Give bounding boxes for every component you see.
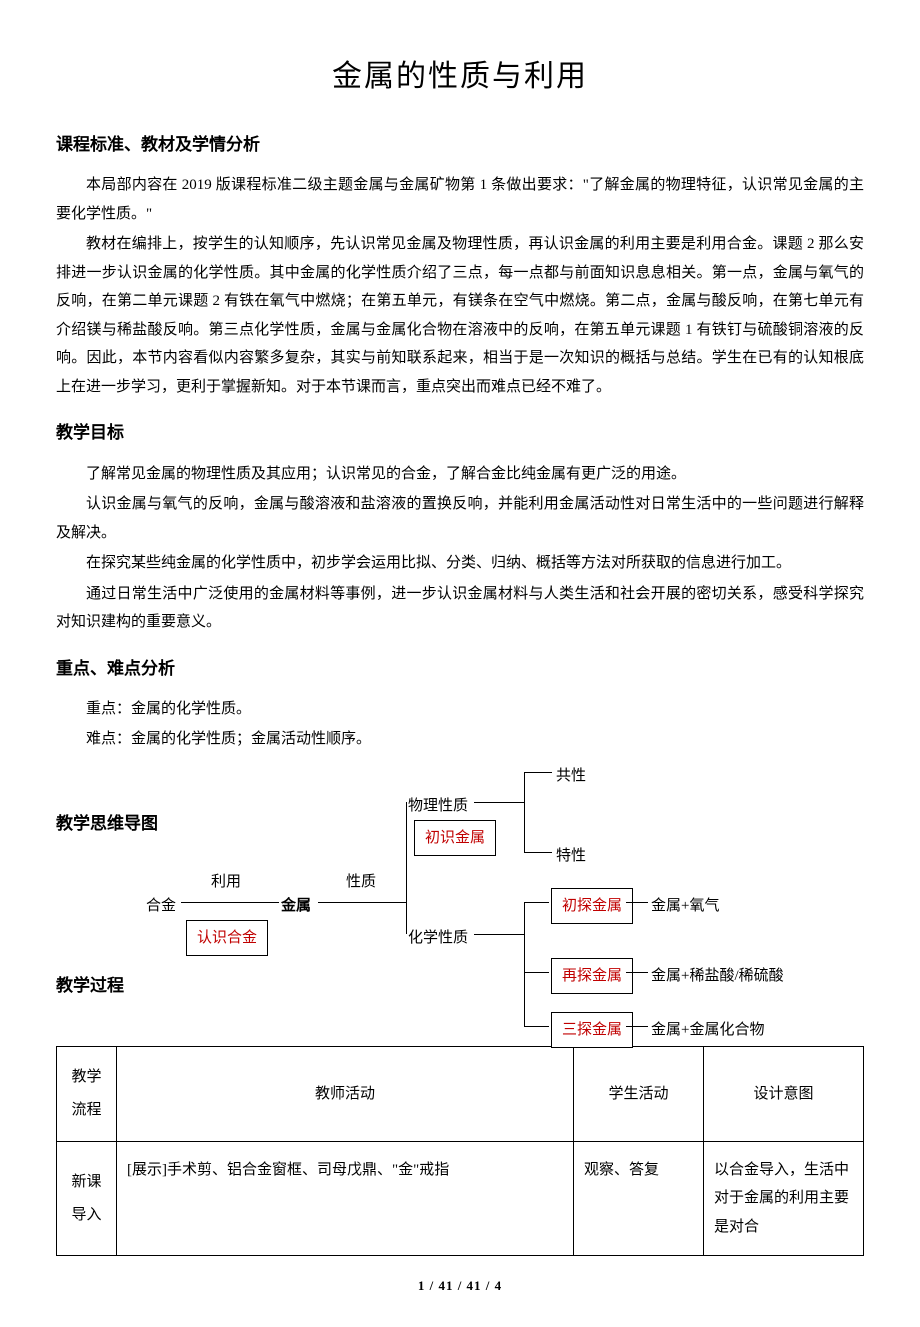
mindmap-diagram: 教学思维导图 教学过程 共性 物理性质 初识金属 特性 合金 利用 金属 性质 …: [56, 762, 864, 1042]
node-r3: 金属+金属化合物: [651, 1016, 764, 1045]
paragraph: 了解常见金属的物理性质及其应用；认识常见的合金，了解合金比纯金属有更广泛的用途。: [56, 460, 864, 489]
line: [524, 772, 552, 773]
section-heading-process: 教学过程: [56, 970, 124, 1002]
section-heading-standards: 课程标准、教材及学情分析: [56, 129, 864, 161]
process-table: 教学 流程 教师活动 学生活动 设计意图 新课 导入 [展示]手术剪、铝合金窗框…: [56, 1046, 864, 1257]
cell-text: 新课 导入: [71, 1174, 101, 1223]
cell-text: 学生活动: [608, 1086, 668, 1102]
paragraph: 本局部内容在 2019 版课程标准二级主题金属与金属矿物第 1 条做出要求："了…: [56, 171, 864, 228]
table-header: 设计意图: [704, 1046, 864, 1141]
box-first-know: 初识金属: [414, 820, 496, 857]
line: [474, 802, 524, 803]
table-row: 教学 流程 教师活动 学生活动 设计意图: [57, 1046, 864, 1141]
paragraph: 通过日常生活中广泛使用的金属材料等事例，进一步认识金属材料与人类生活和社会开展的…: [56, 580, 864, 637]
line: [406, 802, 407, 934]
line: [524, 772, 525, 852]
box-explore1: 初探金属: [551, 888, 633, 925]
line: [524, 972, 549, 973]
node-physical: 物理性质: [408, 792, 468, 821]
page-title: 金属的性质与利用: [56, 48, 864, 105]
box-explore2: 再探金属: [551, 958, 633, 995]
line: [626, 1026, 648, 1027]
section-heading-goals: 教学目标: [56, 417, 864, 449]
box-explore3: 三探金属: [551, 1012, 633, 1049]
line: [524, 902, 549, 903]
cell-text: 设计意图: [753, 1086, 813, 1102]
section-heading-keypoints: 重点、难点分析: [56, 653, 864, 685]
table-cell: 以合金导入，生活中对于金属的利用主要是对合: [704, 1141, 864, 1256]
table-header: 教学 流程: [57, 1046, 117, 1141]
node-use: 利用: [211, 868, 241, 897]
paragraph: 在探究某些纯金属的化学性质中，初步学会运用比拟、分类、归纳、概括等方法对所获取的…: [56, 549, 864, 578]
paragraph: 教材在编排上，按学生的认知顺序，先认识常见金属及物理性质，再认识金属的利用主要是…: [56, 230, 864, 401]
table-header: 教师活动: [117, 1046, 574, 1141]
table-header: 学生活动: [574, 1046, 704, 1141]
node-r1: 金属+氧气: [651, 892, 719, 921]
node-metal: 金属: [281, 892, 311, 921]
node-special: 特性: [556, 842, 586, 871]
box-know-alloy: 认识合金: [186, 920, 268, 957]
node-r2: 金属+稀盐酸/稀硫酸: [651, 962, 784, 991]
table-cell: 观察、答复: [574, 1141, 704, 1256]
table-row: 新课 导入 [展示]手术剪、铝合金窗框、司母戊鼎、"金"戒指 观察、答复 以合金…: [57, 1141, 864, 1256]
line: [318, 902, 406, 903]
line: [626, 902, 648, 903]
line: [524, 1026, 549, 1027]
line: [524, 852, 552, 853]
cell-text: 教学 流程: [71, 1069, 101, 1118]
cell-text: 以合金导入，生活中对于金属的利用主要是对合: [714, 1162, 849, 1235]
line: [474, 934, 524, 935]
cell-text: 观察、答复: [584, 1162, 659, 1178]
cell-text: 教师活动: [315, 1086, 375, 1102]
paragraph: 认识金属与氧气的反响，金属与酸溶液和盐溶液的置换反响，并能利用金属活动性对日常生…: [56, 490, 864, 547]
node-common: 共性: [556, 762, 586, 791]
cell-text: [展示]手术剪、铝合金窗框、司母戊鼎、"金"戒指: [127, 1162, 449, 1178]
section-heading-mindmap: 教学思维导图: [56, 808, 158, 840]
node-nature: 性质: [346, 868, 376, 897]
line: [181, 902, 279, 903]
line: [524, 902, 525, 1026]
line: [626, 972, 648, 973]
table-cell: [展示]手术剪、铝合金窗框、司母戊鼎、"金"戒指: [117, 1141, 574, 1256]
node-chemical: 化学性质: [408, 924, 468, 953]
table-cell: 新课 导入: [57, 1141, 117, 1256]
node-alloy: 合金: [146, 892, 176, 921]
paragraph: 难点：金属的化学性质；金属活动性顺序。: [56, 725, 864, 754]
paragraph: 重点：金属的化学性质。: [56, 695, 864, 724]
page-footer: 1 / 41 / 41 / 4: [56, 1274, 864, 1299]
